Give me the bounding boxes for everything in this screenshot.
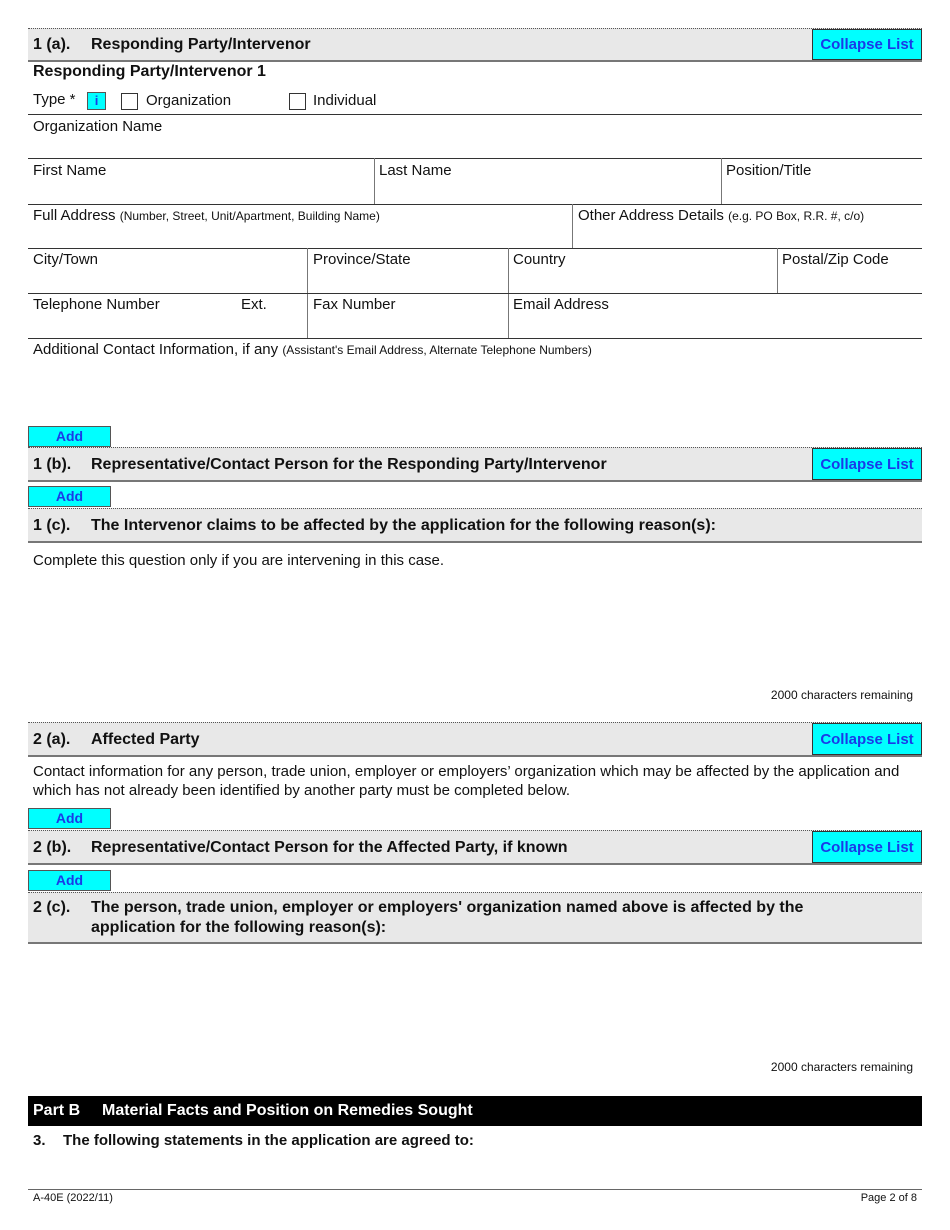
- section-1a-header: 1 (a). Responding Party/Intervenor Colla…: [28, 28, 922, 62]
- add-affected-party-button[interactable]: Add: [28, 808, 111, 829]
- province-field[interactable]: Province/State: [313, 251, 411, 268]
- additional-contact-hint: (Assistant's Email Address, Alternate Te…: [282, 343, 592, 357]
- position-title-field[interactable]: Position/Title: [726, 162, 812, 179]
- question-3-text: The following statements in the applicat…: [63, 1132, 474, 1149]
- other-address-label: Other Address Details: [578, 207, 724, 224]
- part-title: Material Facts and Position on Remedies …: [102, 1102, 473, 1119]
- section-title: Affected Party: [91, 731, 200, 748]
- intervenor-note: Complete this question only if you are i…: [33, 552, 445, 569]
- section-title: Representative/Contact Person for the Re…: [91, 456, 607, 473]
- section-title: Responding Party/Intervenor: [91, 36, 311, 53]
- section-number: 1 (b).: [33, 456, 72, 473]
- organization-label: Organization: [146, 92, 232, 109]
- section-2a-header: 2 (a). Affected Party Collapse List: [28, 722, 922, 757]
- extension-field[interactable]: Ext.: [241, 296, 267, 313]
- section-number: 1 (a).: [33, 36, 71, 53]
- add-representative-button[interactable]: Add: [28, 486, 111, 507]
- section-number: 1 (c).: [33, 517, 71, 534]
- type-label: Type *: [33, 91, 76, 108]
- collapse-list-button[interactable]: Collapse List: [812, 723, 922, 755]
- postal-code-field[interactable]: Postal/Zip Code: [782, 251, 889, 268]
- last-name-field[interactable]: Last Name: [379, 162, 452, 179]
- collapse-list-button[interactable]: Collapse List: [812, 448, 922, 480]
- section-number: 2 (c).: [33, 899, 71, 916]
- add-party-button[interactable]: Add: [28, 426, 111, 447]
- additional-contact-field[interactable]: Additional Contact Information, if any (…: [33, 341, 592, 358]
- additional-contact-label: Additional Contact Information, if any: [33, 341, 279, 358]
- organization-checkbox[interactable]: [121, 93, 138, 110]
- intervenor-reasons-textarea[interactable]: [28, 575, 922, 685]
- section-title: The Intervenor claims to be affected by …: [91, 517, 716, 534]
- affected-reasons-textarea[interactable]: [28, 948, 922, 1053]
- page-number: Page 2 of 8: [860, 1192, 917, 1204]
- collapse-list-button[interactable]: Collapse List: [812, 29, 922, 60]
- organization-name-field[interactable]: Organization Name: [33, 118, 163, 135]
- info-icon[interactable]: i: [87, 92, 106, 110]
- section-title: The person, trade union, employer or emp…: [91, 899, 804, 936]
- section-2c-header: 2 (c). The person, trade union, employer…: [28, 892, 922, 944]
- part-label: Part B: [33, 1102, 81, 1119]
- add-affected-representative-button[interactable]: Add: [28, 870, 111, 891]
- full-address-hint: (Number, Street, Unit/Apartment, Buildin…: [119, 209, 380, 223]
- party-subtitle: Responding Party/Intervenor 1: [33, 63, 266, 80]
- other-address-hint: (e.g. PO Box, R.R. #, c/o): [728, 209, 865, 223]
- telephone-field[interactable]: Telephone Number: [33, 296, 160, 313]
- section-1c-header: 1 (c). The Intervenor claims to be affec…: [28, 508, 922, 543]
- section-number: 2 (a).: [33, 731, 71, 748]
- email-field[interactable]: Email Address: [513, 296, 609, 313]
- country-field[interactable]: Country: [513, 251, 566, 268]
- section-2b-header: 2 (b). Representative/Contact Person for…: [28, 830, 922, 865]
- city-field[interactable]: City/Town: [33, 251, 99, 268]
- other-address-field[interactable]: Other Address Details (e.g. PO Box, R.R.…: [578, 207, 864, 224]
- full-address-field[interactable]: Full Address (Number, Street, Unit/Apart…: [33, 207, 380, 224]
- part-b-header: Part B Material Facts and Position on Re…: [28, 1096, 922, 1126]
- characters-remaining: 2000 characters remaining: [770, 688, 913, 702]
- individual-checkbox[interactable]: [289, 93, 306, 110]
- question-3-number: 3.: [33, 1132, 46, 1149]
- first-name-field[interactable]: First Name: [33, 162, 107, 179]
- section-title: Representative/Contact Person for the Af…: [91, 839, 568, 856]
- affected-party-note: Contact information for any person, trad…: [33, 763, 900, 799]
- section-number: 2 (b).: [33, 839, 72, 856]
- form-number: A-40E (2022/11): [33, 1192, 113, 1204]
- section-1b-header: 1 (b). Representative/Contact Person for…: [28, 447, 922, 482]
- fax-field[interactable]: Fax Number: [313, 296, 396, 313]
- individual-label: Individual: [313, 92, 377, 109]
- characters-remaining: 2000 characters remaining: [770, 1060, 913, 1074]
- collapse-list-button[interactable]: Collapse List: [812, 831, 922, 863]
- full-address-label: Full Address: [33, 207, 116, 224]
